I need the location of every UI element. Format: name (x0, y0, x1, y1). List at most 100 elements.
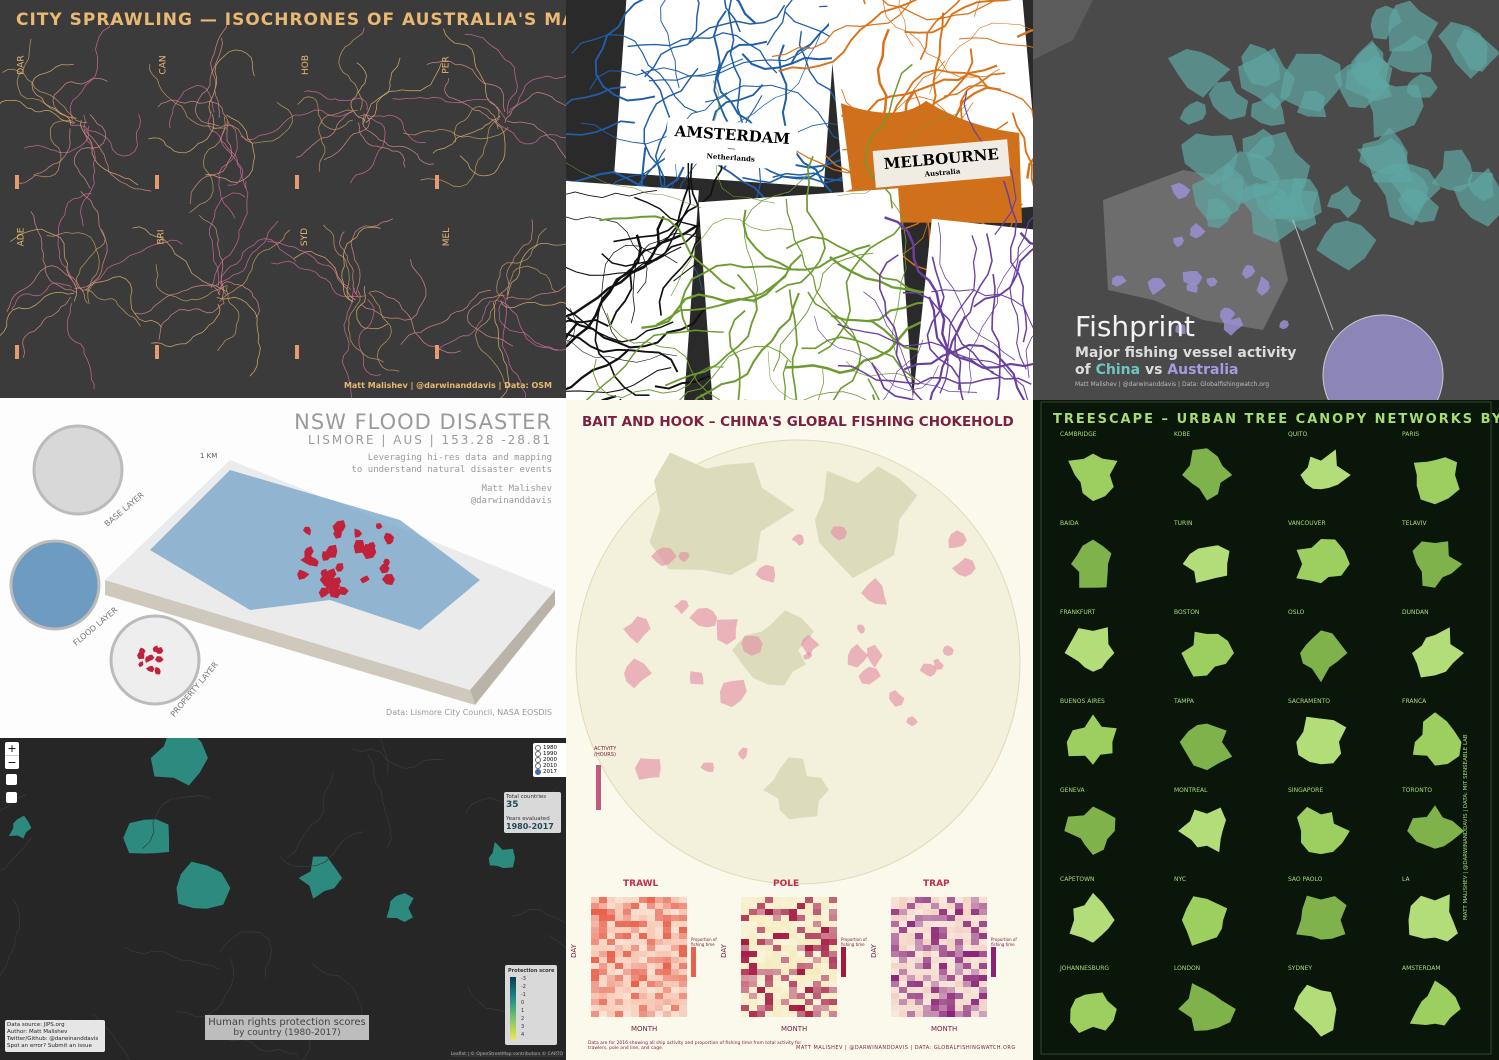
heat-cell (639, 939, 647, 945)
heat-cell (647, 945, 655, 951)
heat-cell (623, 939, 631, 945)
map-button[interactable] (6, 792, 17, 803)
isochrone-road (208, 192, 246, 286)
heat-cell (599, 975, 607, 981)
heat-cell (679, 951, 687, 957)
property (335, 563, 344, 572)
heat-cell (639, 981, 647, 987)
heat-cell (805, 915, 813, 921)
heat-cell (749, 915, 757, 921)
property (145, 665, 155, 673)
china-activity (1438, 21, 1488, 79)
heat-cell (805, 957, 813, 963)
heat-cell (939, 957, 947, 963)
heat-cell (931, 933, 939, 939)
canopy (1297, 806, 1350, 855)
bait-hook-art (575, 439, 1021, 1017)
heat-cell (639, 903, 647, 909)
layer-disc (9, 539, 101, 631)
radio[interactable] (535, 763, 541, 769)
radio[interactable] (535, 757, 541, 763)
heat-cell (829, 987, 837, 993)
year-option[interactable]: 2010 (535, 763, 565, 769)
heat-cell (757, 909, 765, 915)
heat-cell (599, 1011, 607, 1017)
heat-cell (947, 939, 955, 945)
author: Matt Malishev (481, 484, 552, 494)
radio[interactable] (535, 751, 541, 757)
isochrone-road (338, 27, 365, 111)
street (606, 0, 757, 25)
heat-cell (923, 963, 931, 969)
australia-text: Australia (1167, 362, 1239, 378)
heat-cell (789, 963, 797, 969)
street (807, 291, 862, 400)
heat-cell (947, 951, 955, 957)
radio[interactable] (535, 769, 541, 775)
year-option[interactable]: 2000 (535, 757, 565, 763)
heat-cell (773, 903, 781, 909)
heat-cell (971, 999, 979, 1005)
street (594, 0, 656, 102)
heat-cell (749, 981, 757, 987)
heat-cell (915, 963, 923, 969)
heat-cell (955, 1011, 963, 1017)
heat-cell (679, 939, 687, 945)
zoom-out[interactable]: − (7, 756, 17, 769)
heat-cell (805, 969, 813, 975)
heat-cell (741, 969, 749, 975)
year-option[interactable]: 2017 (535, 769, 565, 775)
heat-cell (623, 951, 631, 957)
heat-cell (821, 987, 829, 993)
heat-cell (741, 951, 749, 957)
zoom-control[interactable]: + − (5, 742, 19, 769)
street (601, 244, 678, 344)
heat-cell (741, 975, 749, 981)
heat-cell (757, 1011, 765, 1017)
heat-cell (765, 897, 773, 903)
heat-cell (663, 939, 671, 945)
map-button[interactable] (6, 774, 17, 785)
heat-cell (647, 921, 655, 927)
isochrone-road (84, 289, 142, 327)
heat-cell (931, 945, 939, 951)
street (968, 244, 1031, 394)
heat-cell (923, 909, 931, 915)
heat-cell (671, 897, 679, 903)
heat-cell (797, 963, 805, 969)
heat-cell (797, 975, 805, 981)
heat-cell (765, 927, 773, 933)
title: Fishprint (1075, 310, 1195, 343)
world-map (0, 738, 566, 1060)
heat-cell (963, 921, 971, 927)
year-label: 1980 (543, 745, 557, 751)
australia-activity (1190, 223, 1206, 239)
fishing-activity (919, 663, 937, 677)
heat-cell (821, 939, 829, 945)
canopy (1293, 984, 1337, 1037)
heat-cell (599, 915, 607, 921)
zoom-in[interactable]: + (5, 742, 19, 756)
isochrone-road (443, 28, 500, 118)
street (694, 0, 741, 33)
heat-cell (599, 963, 607, 969)
radio[interactable] (535, 745, 541, 751)
year-option[interactable]: 1980 (535, 745, 565, 751)
heat-cell (891, 909, 899, 915)
heat-cell (639, 1011, 647, 1017)
heat-cell (757, 897, 765, 903)
heat-cell (797, 987, 805, 993)
heat-cell (899, 915, 907, 921)
heat-cell (591, 981, 599, 987)
info-line[interactable]: Spot an error? Submit an issue (7, 1043, 92, 1049)
year-option[interactable]: 1990 (535, 751, 565, 757)
heat-cell (773, 915, 781, 921)
heat-cell (821, 963, 829, 969)
china-activity (1327, 185, 1361, 219)
isochrone-road (215, 220, 279, 287)
isochrone-road (220, 238, 297, 296)
heat-cell (955, 957, 963, 963)
fishing-activity (689, 671, 704, 685)
heat-cell (947, 897, 955, 903)
heat-cell (899, 1011, 907, 1017)
